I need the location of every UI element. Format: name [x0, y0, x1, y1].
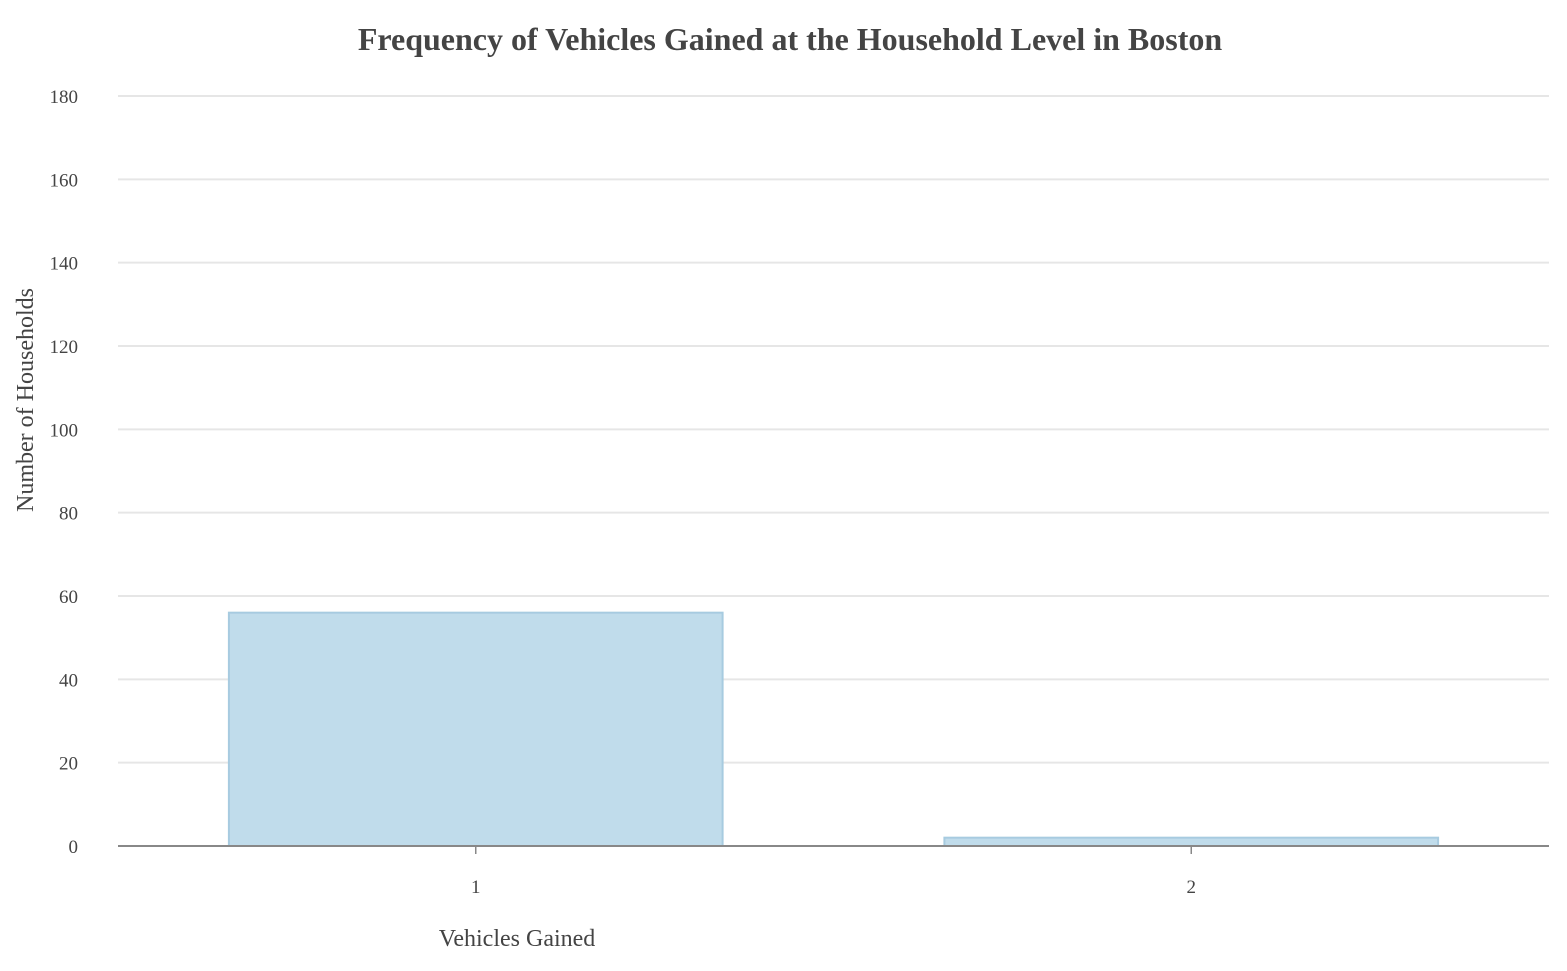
y-tick-label: 60: [59, 587, 78, 608]
x-tick-label: 1: [471, 877, 481, 898]
y-tick-label: 120: [50, 337, 79, 358]
x-tick-label: 2: [1187, 877, 1197, 898]
bar-1: [227, 611, 724, 848]
y-tick-label: 140: [50, 254, 79, 275]
y-tick-label: 100: [50, 420, 79, 441]
y-tick-label: 160: [50, 170, 79, 191]
x-axis-label: Vehicles Gained: [439, 926, 596, 952]
y-tick-label: 20: [59, 754, 78, 775]
y-tick-label: 0: [69, 837, 79, 858]
bar-2: [943, 836, 1440, 848]
y-tick-label: 40: [59, 670, 78, 691]
y-tick-label: 180: [50, 87, 79, 108]
y-axis-label: Number of Households: [13, 288, 39, 512]
y-axis-ticks: 0 20 40 60 80 100 120 140 160 180: [50, 87, 79, 858]
y-tick-label: 80: [59, 504, 78, 525]
chart-title: Frequency of Vehicles Gained at the Hous…: [358, 21, 1223, 57]
bars: [227, 611, 1440, 848]
